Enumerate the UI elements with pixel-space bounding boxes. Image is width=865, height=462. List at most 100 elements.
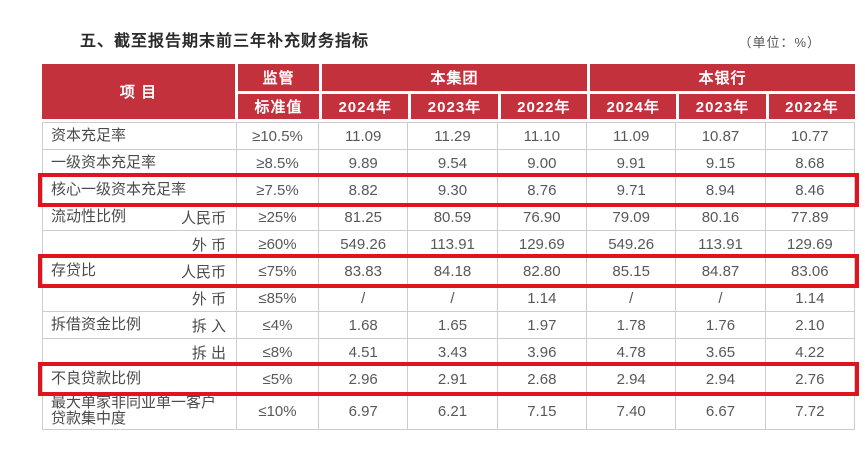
row-label: 存贷比 (51, 262, 97, 279)
header-cell-regulatory-line2: 标准值 (238, 94, 319, 119)
header-cell-bank: 本银行 (590, 64, 855, 91)
value-cell: / (676, 285, 765, 311)
indicators-table: 项 目 监管 本集团 本银行 标准值 2024年 2023年 2022年 202… (38, 64, 859, 430)
value-cell: 84.87 (676, 258, 765, 284)
row-sublabel: 人民币 (180, 263, 226, 281)
row-label-cell: 最大单家非同业单一客户贷款集中度 (43, 393, 236, 429)
table-row: 拆 出 ≤8% 4.51 3.43 3.96 4.78 3.65 4.22 (43, 339, 854, 365)
header-cell-bank-year-2024: 2024年 (590, 94, 677, 119)
row-label-cell: 不良贷款比例 (43, 366, 236, 392)
row-label-cell: 一级资本充足率 (43, 150, 236, 176)
value-cell: 9.15 (676, 150, 765, 176)
row-label: 流动性比例 (51, 208, 127, 225)
value-cell: 129.69 (497, 231, 586, 257)
row-label: 核心一级资本充足率 (51, 181, 187, 198)
table-row: 一级资本充足率 ≥8.5% 9.89 9.54 9.00 9.91 9.15 8… (43, 150, 854, 176)
value-cell: 9.71 (587, 177, 676, 203)
value-cell: 4.78 (587, 339, 676, 365)
section-title: 五、截至报告期末前三年补充财务指标 (80, 33, 370, 50)
value-cell: 9.30 (408, 177, 497, 203)
header-cell-regulatory-line1: 监管 (238, 64, 319, 91)
value-cell: 3.65 (676, 339, 765, 365)
value-cell: 7.15 (497, 393, 586, 429)
row-sublabel: 拆 出 (191, 344, 226, 362)
header-cell-group: 本集团 (322, 64, 587, 91)
value-cell: 11.09 (587, 123, 676, 149)
value-cell: / (587, 285, 676, 311)
value-cell: 11.29 (408, 123, 497, 149)
value-cell: 4.22 (765, 339, 854, 365)
row-label-cell: 流动性比例 人民币 (43, 204, 236, 230)
value-cell: 1.14 (765, 285, 854, 311)
standard-cell: ≤8% (237, 339, 318, 365)
standard-cell: ≤5% (237, 366, 318, 392)
value-cell: 1.65 (408, 312, 497, 338)
value-cell: 113.91 (676, 231, 765, 257)
value-cell: 2.94 (676, 366, 765, 392)
value-cell: 7.40 (587, 393, 676, 429)
table-row-highlighted: 存贷比 人民币 ≤75% 83.83 84.18 82.80 85.15 84.8… (38, 254, 859, 288)
header-cell-bank-year-2022: 2022年 (768, 94, 855, 119)
value-cell: 82.80 (497, 258, 586, 284)
standard-cell: ≥25% (237, 204, 318, 230)
standard-cell: ≥10.5% (237, 123, 318, 149)
row-label-cell: 拆 出 (43, 339, 236, 365)
value-cell: 6.21 (408, 393, 497, 429)
value-cell: 79.09 (587, 204, 676, 230)
value-cell: 77.89 (765, 204, 854, 230)
header-cell-item: 项 目 (42, 64, 235, 119)
value-cell: 85.15 (587, 258, 676, 284)
value-cell: 2.96 (319, 366, 408, 392)
table-row: 最大单家非同业单一客户贷款集中度 ≤10% 6.97 6.21 7.15 7.4… (43, 393, 854, 429)
standard-cell: ≥8.5% (237, 150, 318, 176)
table-row: 资本充足率 ≥10.5% 11.09 11.29 11.10 11.09 10.… (43, 123, 854, 149)
value-cell: 9.89 (319, 150, 408, 176)
value-cell: 80.59 (408, 204, 497, 230)
table-header: 项 目 监管 本集团 本银行 标准值 2024年 2023年 2022年 202… (42, 64, 855, 119)
row-sublabel: 拆 入 (191, 317, 226, 335)
value-cell: 76.90 (497, 204, 586, 230)
row-sublabel: 外 币 (191, 290, 226, 308)
header-cell-group-year-2023: 2023年 (411, 94, 498, 119)
unit-label: （单位：%） (738, 35, 821, 50)
value-cell: 81.25 (319, 204, 408, 230)
value-cell: 8.76 (497, 177, 586, 203)
value-cell: 83.06 (765, 258, 854, 284)
row-label: 不良贷款比例 (51, 370, 142, 387)
standard-cell: ≥7.5% (237, 177, 318, 203)
value-cell: 6.67 (676, 393, 765, 429)
table-row: 外 币 ≤85% / / 1.14 / / 1.14 (43, 285, 854, 311)
standard-cell: ≤75% (237, 258, 318, 284)
value-cell: 7.72 (765, 393, 854, 429)
row-label-cell: 资本充足率 (43, 123, 236, 149)
value-cell: 2.10 (765, 312, 854, 338)
row-label-cell: 外 币 (43, 231, 236, 257)
header-cell-group-year-2022: 2022年 (500, 94, 587, 119)
row-label-cell: 核心一级资本充足率 (43, 177, 236, 203)
value-cell: 2.94 (587, 366, 676, 392)
value-cell: 549.26 (587, 231, 676, 257)
value-cell: 1.97 (497, 312, 586, 338)
table-row: 流动性比例 人民币 ≥25% 81.25 80.59 76.90 79.09 80… (43, 204, 854, 230)
value-cell: 2.76 (765, 366, 854, 392)
value-cell: 9.00 (497, 150, 586, 176)
table-body: 资本充足率 ≥10.5% 11.09 11.29 11.10 11.09 10.… (38, 122, 859, 430)
row-label-cell: 存贷比 人民币 (43, 258, 236, 284)
header-cell-group-year-2024: 2024年 (322, 94, 409, 119)
standard-cell: ≥60% (237, 231, 318, 257)
value-cell: / (408, 285, 497, 311)
value-cell: 3.96 (497, 339, 586, 365)
value-cell: / (319, 285, 408, 311)
value-cell: 8.46 (765, 177, 854, 203)
row-label: 资本充足率 (51, 127, 127, 144)
standard-cell: ≤10% (237, 393, 318, 429)
row-label: 最大单家非同业单一客户贷款集中度 (51, 394, 217, 427)
standard-cell: ≤85% (237, 285, 318, 311)
value-cell: 549.26 (319, 231, 408, 257)
value-cell: 2.68 (497, 366, 586, 392)
value-cell: 129.69 (765, 231, 854, 257)
table-row: 拆借资金比例 拆 入 ≤4% 1.68 1.65 1.97 1.78 1.76 2… (43, 312, 854, 338)
value-cell: 11.10 (497, 123, 586, 149)
row-label: 拆借资金比例 (51, 316, 142, 333)
value-cell: 10.77 (765, 123, 854, 149)
